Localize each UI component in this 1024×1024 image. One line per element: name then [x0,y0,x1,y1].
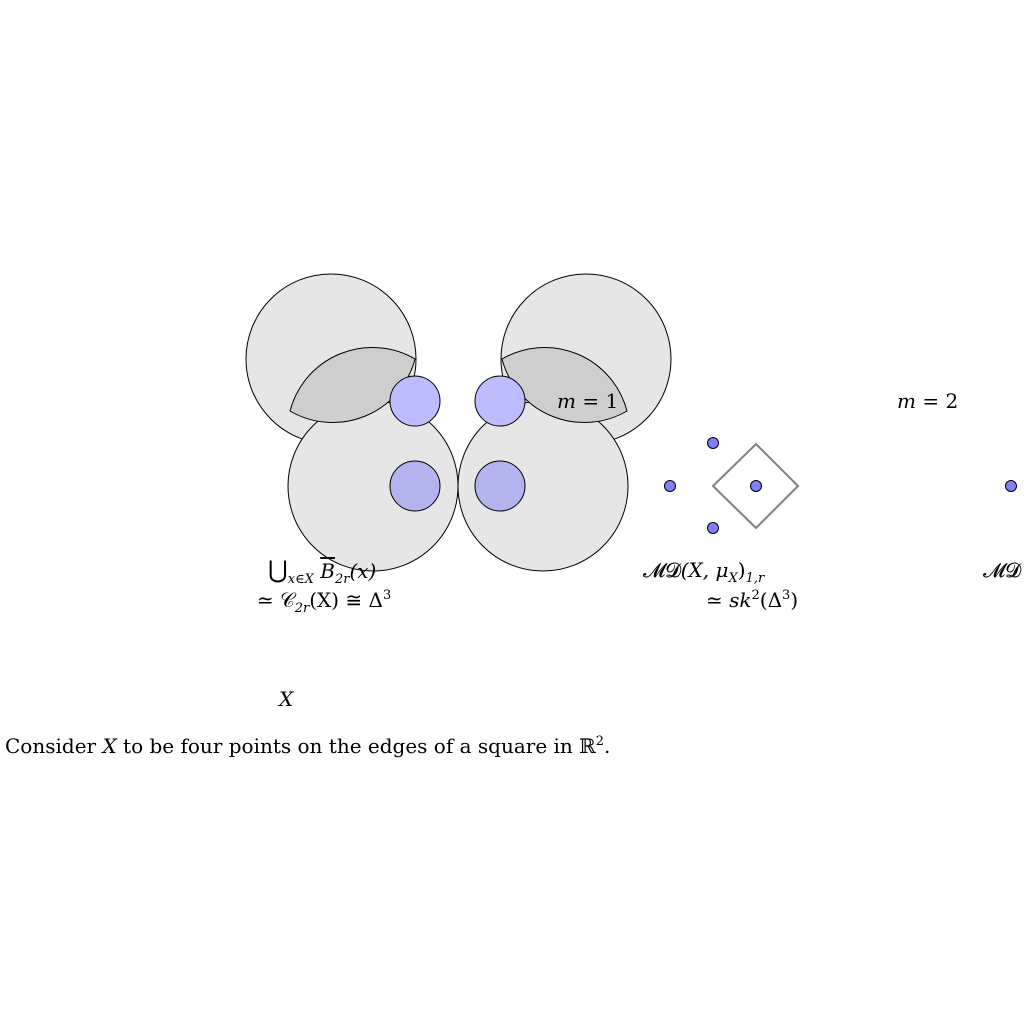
ball-symbol: B [320,559,335,583]
label-skeleton: ≃ sk2(Δ3) [706,585,798,611]
ball-radius: 2r [334,572,350,587]
md1-diagram [664,437,800,534]
caption-post: . [604,734,611,758]
label-md1: 𝓜𝓓(X, μX)1,r [643,559,764,590]
sk-dim: 2 [751,588,760,603]
ball-arg: (x) [349,559,377,583]
caption: Consider X to be four points on the edge… [5,731,610,757]
cech-dim: 3 [382,588,392,603]
union-index: x∈X [287,572,314,587]
caption-pre: Consider [5,734,103,758]
md1-arg: (X, μ [680,558,729,582]
point-center [750,480,762,492]
label-m1: m = 1 [557,390,618,412]
md1-symbol: 𝓜𝓓 [643,558,681,582]
small-ball-top-right [474,375,526,427]
point-right-edge [1005,480,1017,492]
small-ball-bottom-right [474,460,526,512]
overlap-right [501,346,628,424]
cech-C: 𝒞 [280,588,295,612]
m2-val: 2 [945,389,959,413]
m1-eq: = [575,389,606,413]
point-bottom [707,522,719,534]
label-md2: 𝓜𝓓 [983,559,1024,581]
small-ball-top-left [389,375,441,427]
m2-var: m [897,389,916,413]
label-cech: ≃ 𝒞2r(X) ≅ Δ3 [257,585,391,620]
md2-diagram [1005,480,1017,492]
sk-arg: (Δ [759,588,783,612]
sk-symbol: sk [729,588,752,612]
md1-close: ) [737,558,746,582]
large-balls [245,273,672,572]
ball-overlaps [289,346,628,424]
md1-arg-sub: X [728,571,738,586]
union-symbol: ⋃ [268,556,288,584]
overlap-left [289,346,416,424]
m1-val: 1 [605,389,619,413]
sk-arg-sup: 3 [782,588,791,603]
square-diamond [711,442,800,530]
small-ball-bottom-left [389,460,441,512]
cech-radius: 2r [294,601,310,616]
label-m2: m = 2 [897,390,958,412]
caption-X: X [102,734,117,758]
md2-symbol: 𝓜𝓓 [983,559,1021,581]
cech-simeq: ≃ [257,588,281,612]
cech-arg: (X) ≅ Δ [309,588,383,612]
label-X: X [279,687,294,711]
m2-eq: = [915,389,946,413]
caption-mid: to be four points on the edges of a squa… [116,734,596,758]
md1-index: 1,r [745,571,765,586]
point-left [664,480,676,492]
point-top [707,437,719,449]
caption-sup: 2 [595,734,605,749]
label-union-balls: ⋃x∈X B2r(x) [268,556,377,591]
small-balls [389,375,526,512]
sk-simeq: ≃ [706,588,730,612]
sk-close: ) [790,588,799,612]
m1-var: m [557,389,576,413]
